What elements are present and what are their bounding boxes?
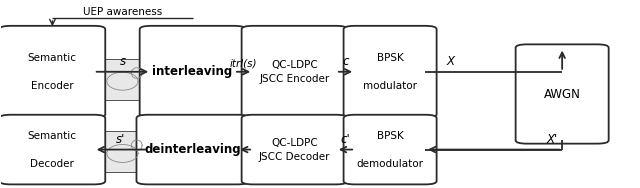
Text: deinterleaving: deinterleaving (144, 143, 241, 156)
Text: QC-LDPC
JSCC Decoder: QC-LDPC JSCC Decoder (259, 138, 330, 161)
FancyBboxPatch shape (136, 115, 248, 184)
FancyBboxPatch shape (242, 115, 348, 184)
FancyBboxPatch shape (344, 115, 436, 184)
FancyBboxPatch shape (0, 84, 51, 126)
Bar (100, 59, 145, 100)
Text: UEP awareness: UEP awareness (83, 7, 162, 17)
FancyBboxPatch shape (242, 26, 348, 118)
Text: Semantic

Decoder: Semantic Decoder (28, 131, 77, 169)
Text: interleaving: interleaving (152, 65, 233, 78)
Text: QC-LDPC
JSCC Encoder: QC-LDPC JSCC Encoder (259, 60, 330, 84)
Text: Semantic

Encoder: Semantic Encoder (28, 53, 77, 91)
Bar (100, 131, 145, 172)
Text: BPSK

demodulator: BPSK demodulator (356, 131, 424, 169)
FancyBboxPatch shape (344, 26, 436, 118)
Text: X: X (447, 55, 454, 68)
Text: s': s' (116, 133, 125, 146)
Text: itrl(s): itrl(s) (230, 58, 257, 68)
FancyBboxPatch shape (0, 115, 105, 184)
Text: c: c (342, 55, 349, 68)
Text: X': X' (547, 133, 558, 146)
Text: c': c' (340, 133, 350, 146)
FancyBboxPatch shape (0, 26, 105, 118)
Text: BPSK

modulator: BPSK modulator (363, 53, 417, 91)
Text: s: s (120, 55, 125, 68)
FancyBboxPatch shape (140, 26, 246, 118)
Text: AWGN: AWGN (544, 87, 580, 101)
FancyBboxPatch shape (516, 44, 609, 144)
